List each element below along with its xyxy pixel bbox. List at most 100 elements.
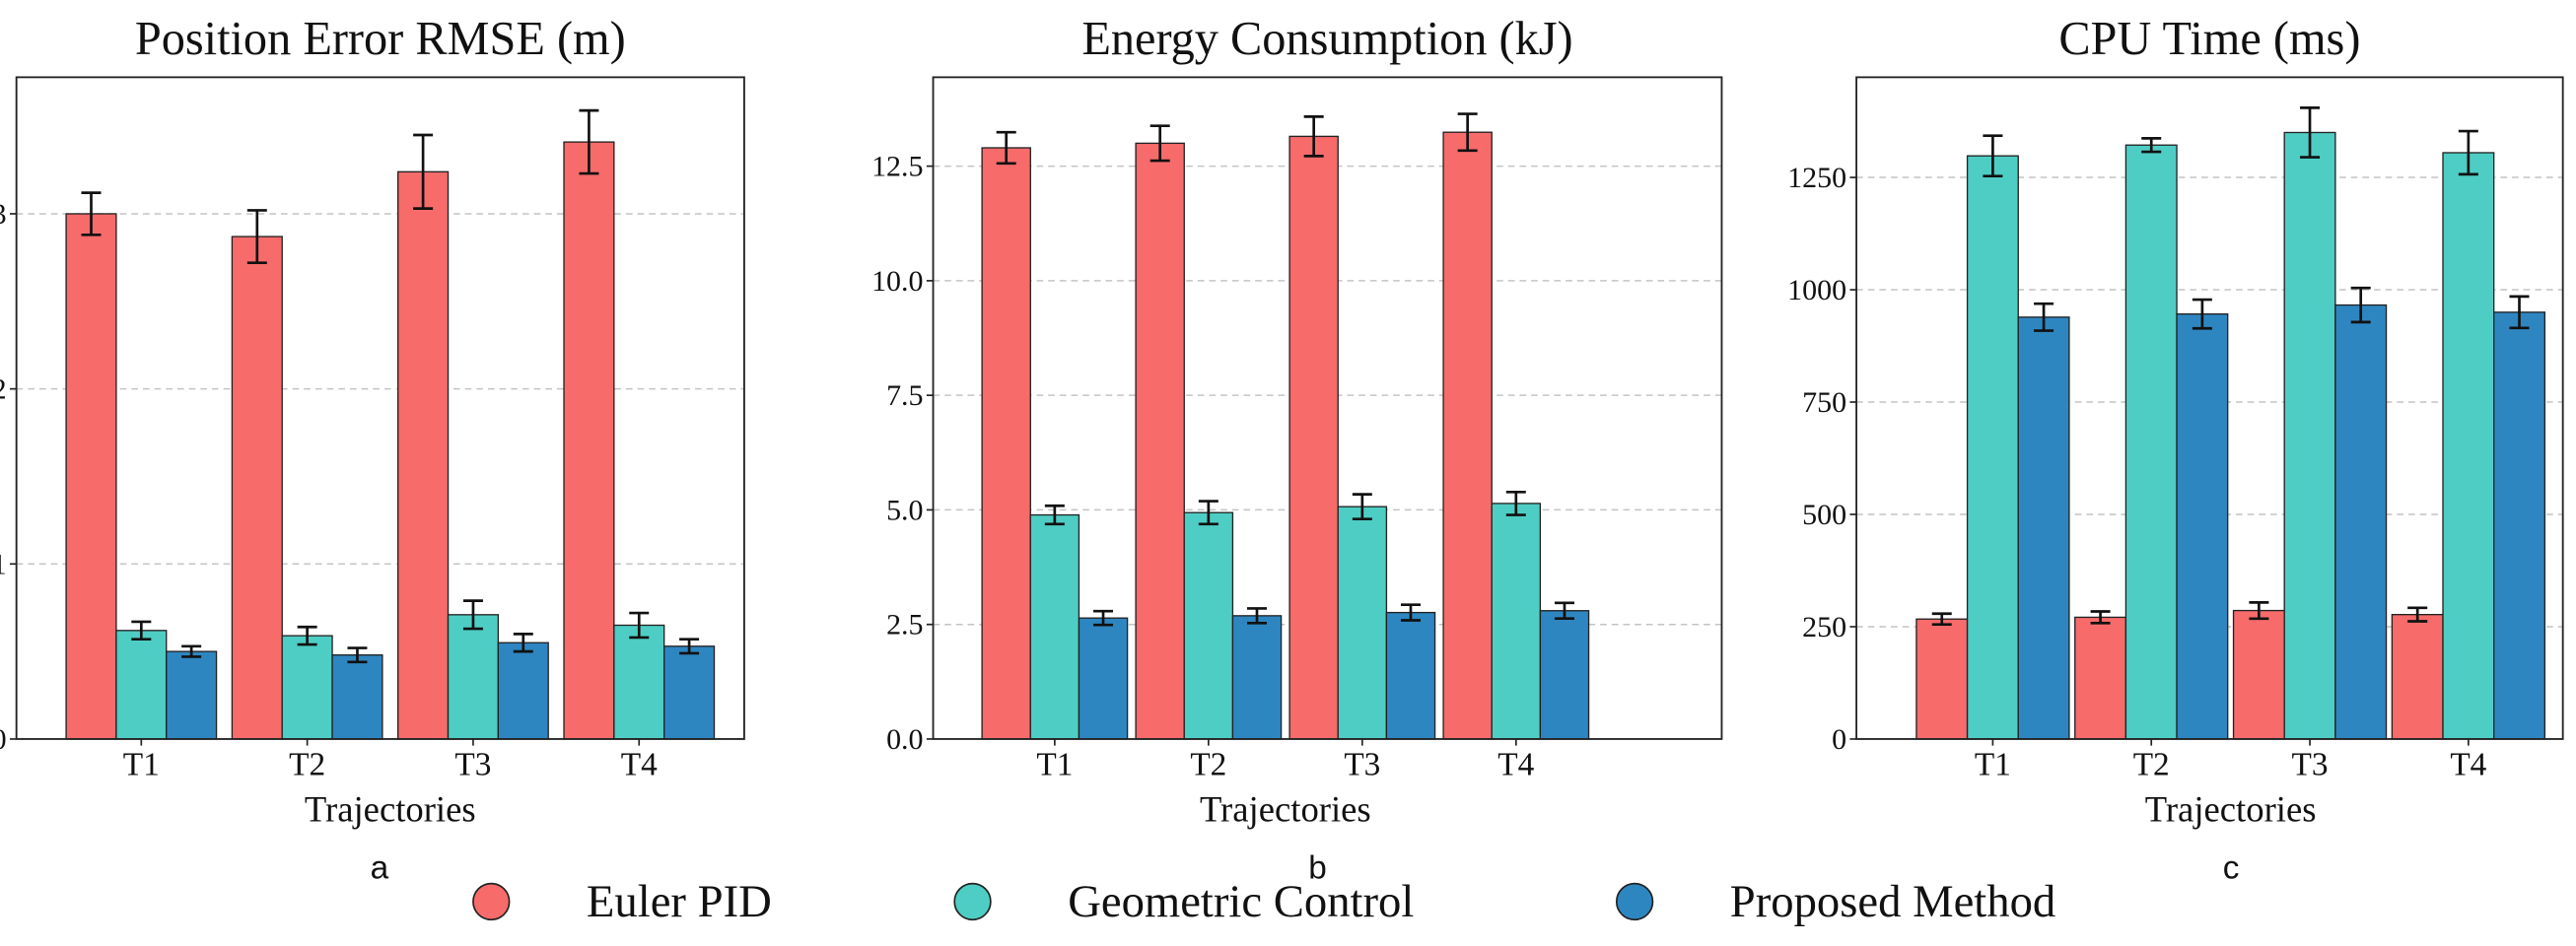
error-bar bbox=[1247, 607, 1268, 625]
y-tick-label: 10.0 bbox=[871, 265, 923, 298]
bar-geometric-control-T4 bbox=[613, 624, 665, 740]
bar-geometric-control-T2 bbox=[2124, 144, 2178, 740]
chart-panel-c: 0 250 500 750 1000 1250 T1 T2 T3 T4 CPU Time (ms) T… bbox=[1787, 13, 2564, 887]
x-axis-label: Trajectories bbox=[2145, 788, 2317, 829]
y-tick-label: 750 bbox=[1802, 386, 1846, 419]
panel-label: b bbox=[1308, 850, 1327, 887]
bar-proposed-method-T4 bbox=[2493, 311, 2546, 740]
bar-euler-pid-T3 bbox=[2232, 609, 2285, 740]
x-tick-label: T2 bbox=[289, 747, 325, 783]
bar-geometric-control-T1 bbox=[1029, 513, 1080, 740]
legend-label: Euler PID bbox=[587, 876, 772, 927]
y-tick-label: 0 bbox=[1832, 723, 1846, 756]
error-bar bbox=[1149, 124, 1170, 163]
bar-euler-pid-T4 bbox=[563, 141, 615, 740]
x-tick-label: T1 bbox=[1036, 747, 1073, 783]
error-bar bbox=[2141, 137, 2162, 154]
y-tick-label: 5.0 bbox=[886, 494, 923, 526]
bar-proposed-method-T3 bbox=[497, 642, 549, 740]
bar-geometric-control-T4 bbox=[2442, 152, 2495, 740]
bar-proposed-method-T1 bbox=[2017, 316, 2070, 740]
error-bar bbox=[2192, 298, 2212, 330]
error-bar bbox=[679, 638, 700, 655]
bar-euler-pid-T1 bbox=[1915, 618, 1969, 740]
error-bar bbox=[996, 130, 1016, 166]
x-tick-label: T3 bbox=[1344, 747, 1380, 783]
legend-item-euler-pid: Euler PID bbox=[472, 876, 772, 927]
x-axis-label: Trajectories bbox=[1200, 788, 1371, 829]
legend-item-proposed-method: Proposed Method bbox=[1615, 876, 2055, 927]
bar-geometric-control-T2 bbox=[281, 635, 333, 740]
chart-title: Position Error RMSE (m) bbox=[135, 13, 626, 65]
bar-euler-pid-T3 bbox=[397, 170, 450, 740]
y-tick-label: 1000 bbox=[1787, 274, 1846, 306]
error-bar bbox=[413, 133, 434, 210]
error-bar bbox=[1983, 134, 2003, 178]
bar-proposed-method-T2 bbox=[2176, 312, 2229, 740]
bar-geometric-control-T3 bbox=[1337, 506, 1388, 740]
bar-geometric-control-T1 bbox=[1966, 155, 2019, 740]
bar-euler-pid-T3 bbox=[1288, 135, 1339, 740]
error-bar bbox=[2350, 286, 2371, 324]
panel-label: c bbox=[2223, 850, 2240, 887]
error-bar bbox=[1044, 504, 1065, 526]
y-tick-label: 2 bbox=[0, 373, 7, 406]
error-bar bbox=[1303, 115, 1324, 158]
error-bar bbox=[2090, 610, 2111, 625]
error-bar bbox=[2458, 129, 2478, 176]
error-bar bbox=[629, 611, 650, 640]
bar-geometric-control-T1 bbox=[115, 630, 168, 740]
error-bar bbox=[2300, 106, 2321, 159]
legend-label: Geometric Control bbox=[1068, 876, 1414, 927]
x-tick-label: T4 bbox=[1497, 747, 1534, 783]
legend-marker-icon bbox=[1615, 882, 1654, 921]
axes-frame bbox=[932, 76, 1723, 740]
bar-euler-pid-T2 bbox=[1135, 142, 1185, 740]
y-tick-label: 7.5 bbox=[886, 379, 923, 412]
panel-label: a bbox=[371, 850, 389, 887]
y-tick-label: 12.5 bbox=[871, 151, 923, 183]
bar-proposed-method-T4 bbox=[662, 645, 716, 740]
y-tick-label: 1 bbox=[0, 548, 7, 580]
error-bar bbox=[131, 620, 152, 642]
bar-geometric-control-T2 bbox=[1183, 511, 1234, 740]
y-tick-label: 250 bbox=[1802, 611, 1846, 643]
chart-panel-a: 0 1 2 3 T1 T2 T3 T4 Position Error RMSE (m) Traje… bbox=[0, 13, 745, 887]
error-bar bbox=[2034, 302, 2054, 332]
error-bar bbox=[246, 209, 267, 265]
error-bar bbox=[1400, 603, 1421, 622]
bar-euler-pid-T1 bbox=[65, 213, 117, 740]
bar-proposed-method-T4 bbox=[1539, 610, 1590, 740]
y-tick-label: 1250 bbox=[1787, 162, 1846, 194]
bar-euler-pid-T2 bbox=[2074, 616, 2127, 740]
bar-proposed-method-T2 bbox=[331, 654, 383, 740]
y-tick-label: 3 bbox=[0, 198, 7, 231]
axes-frame bbox=[15, 76, 745, 740]
bar-euler-pid-T2 bbox=[231, 236, 283, 740]
error-bar bbox=[462, 599, 483, 631]
error-bar bbox=[181, 644, 202, 658]
error-bar bbox=[1554, 601, 1574, 620]
axes-frame bbox=[1855, 76, 2564, 740]
legend-marker-icon bbox=[953, 882, 992, 921]
legend-label: Proposed Method bbox=[1730, 876, 2055, 927]
chart-panel-b: 0.0 2.5 5.0 7.5 10.0 12.5 T1 T2 T3 T4 Energy Consu… bbox=[871, 13, 1723, 887]
error-bar bbox=[1198, 500, 1218, 526]
y-tick-label: 500 bbox=[1802, 499, 1846, 531]
x-tick-label: T2 bbox=[1190, 747, 1226, 783]
x-tick-label: T2 bbox=[2133, 747, 2170, 783]
bar-proposed-method-T2 bbox=[1231, 615, 1283, 740]
y-tick-label: 0 bbox=[0, 723, 7, 756]
bar-euler-pid-T4 bbox=[1442, 131, 1493, 740]
error-bar bbox=[579, 108, 599, 175]
y-tick-label: 2.5 bbox=[886, 609, 923, 642]
bar-geometric-control-T4 bbox=[1491, 503, 1542, 740]
x-tick-label: T3 bbox=[2292, 747, 2329, 783]
error-bar bbox=[513, 633, 533, 653]
bar-proposed-method-T3 bbox=[1385, 611, 1436, 740]
x-tick-label: T1 bbox=[1975, 747, 2011, 783]
error-bar bbox=[2407, 606, 2428, 623]
error-bar bbox=[1505, 490, 1526, 516]
bar-proposed-method-T1 bbox=[166, 650, 218, 740]
